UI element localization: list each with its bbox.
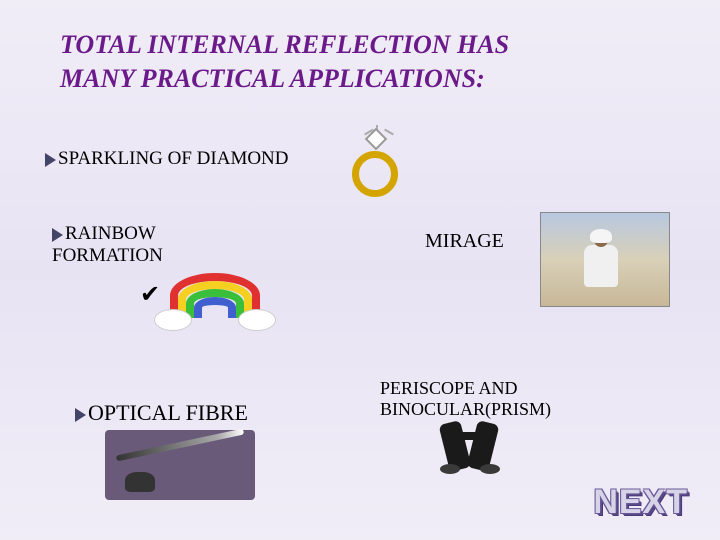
- next-button[interactable]: NEXT: [593, 483, 688, 522]
- rainbow-label-2: FORMATION: [52, 245, 163, 266]
- periscope-label: PERISCOPE AND BINOCULAR(PRISM): [380, 378, 630, 420]
- chevron-right-icon: [75, 408, 86, 422]
- slide-title: TOTAL INTERNAL REFLECTION HAS MANY PRACT…: [60, 28, 680, 96]
- title-line-2: MANY PRACTICAL APPLICATIONS:: [60, 64, 485, 93]
- bullet-fibre: OPTICAL FIBRE: [75, 400, 248, 426]
- chevron-right-icon: [52, 228, 63, 242]
- bullet-rainbow: RAINBOW FORMATION: [52, 223, 212, 267]
- chevron-right-icon: [45, 153, 56, 167]
- periscope-line-2: BINOCULAR(PRISM): [380, 399, 551, 419]
- periscope-line-1: PERISCOPE AND: [380, 378, 518, 398]
- title-line-1: TOTAL INTERNAL REFLECTION HAS: [60, 30, 509, 59]
- diamond-label: SPARKLING OF DIAMOND: [58, 148, 289, 169]
- rainbow-label-1: RAINBOW: [65, 223, 156, 244]
- mirage-image: [540, 212, 670, 307]
- fibre-label: OPTICAL FIBRE: [88, 400, 248, 425]
- optical-fibre-icon: [105, 430, 255, 500]
- rainbow-icon: ✔: [155, 268, 275, 338]
- mirage-label: MIRAGE: [425, 230, 504, 253]
- diamond-ring-icon: [340, 125, 410, 205]
- binoculars-icon: [430, 418, 520, 478]
- bullet-diamond: SPARKLING OF DIAMOND: [45, 148, 289, 170]
